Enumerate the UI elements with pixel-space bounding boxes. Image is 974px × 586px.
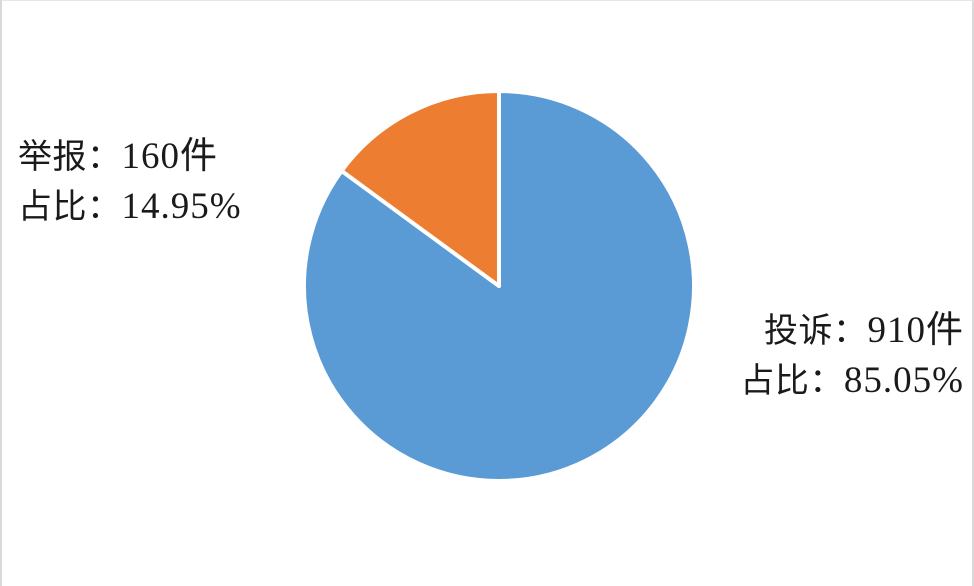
callout-reports-line1: 举报：160件 [18, 132, 242, 182]
callout-complaints-share-label: 占比： [740, 361, 844, 401]
callout-reports-line2: 占比：14.95% [18, 182, 242, 232]
pie-slice-reports[interactable] [339, 89, 501, 288]
callout-reports-share-label: 占比： [18, 187, 122, 227]
pie-slices [302, 89, 696, 483]
callout-reports-share-value: 14.95% [121, 186, 242, 227]
callout-label-complaints: 投诉：910件 占比：85.05% [740, 306, 964, 406]
callout-complaints-value: 910件 [867, 310, 964, 351]
callout-complaints-label: 投诉： [764, 311, 868, 351]
callout-complaints-line1: 投诉：910件 [740, 306, 964, 356]
callout-label-reports: 举报：160件 占比：14.95% [18, 132, 242, 232]
callout-complaints-share-value: 85.05% [843, 360, 964, 401]
callout-reports-label: 举报： [18, 137, 122, 177]
callout-complaints-line2: 占比：85.05% [740, 356, 964, 406]
callout-reports-value: 160件 [121, 136, 218, 177]
